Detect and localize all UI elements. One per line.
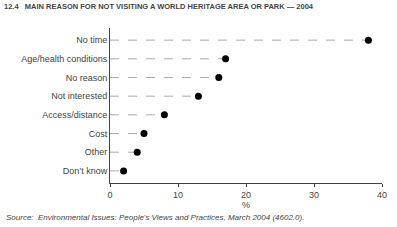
svg-text:30: 30 (309, 190, 319, 200)
svg-text:No time: No time (76, 35, 107, 45)
svg-text:10: 10 (173, 190, 183, 200)
svg-text:0: 0 (107, 190, 112, 200)
svg-text:Age/health conditions: Age/health conditions (21, 54, 108, 64)
svg-text:Other: Other (85, 147, 108, 157)
svg-text:%: % (242, 200, 250, 210)
svg-text:Not interested: Not interested (51, 91, 107, 101)
svg-text:12.4 MAIN REASON FOR NOT VIS: 12.4 MAIN REASON FOR NOT VISITING A WORL… (4, 2, 314, 11)
svg-text:No reason: No reason (66, 73, 108, 83)
svg-text:Cost: Cost (89, 129, 108, 139)
svg-text:Access/distance: Access/distance (42, 110, 107, 120)
svg-text:20: 20 (241, 190, 251, 200)
svg-text:Don’t know: Don’t know (63, 166, 108, 176)
svg-text:Source: Environmental Issues:: Source: Environmental Issues: People's V… (6, 213, 304, 222)
svg-text:40: 40 (377, 190, 387, 200)
